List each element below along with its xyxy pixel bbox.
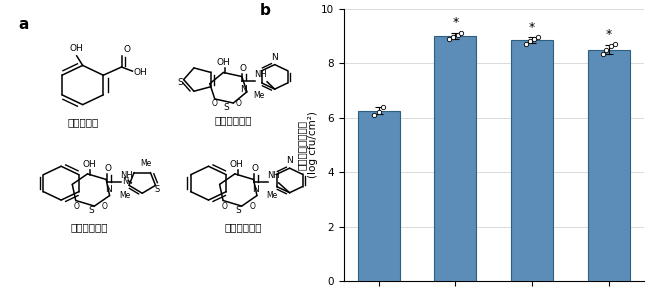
Point xyxy=(529,36,539,41)
Text: OH: OH xyxy=(134,68,148,77)
Text: O: O xyxy=(74,202,80,211)
Bar xyxy=(588,50,630,281)
Text: ピロキシカム: ピロキシカム xyxy=(224,222,262,232)
Text: *: * xyxy=(529,21,535,34)
Text: N: N xyxy=(286,156,293,165)
Text: メロキシカム: メロキシカム xyxy=(71,222,108,232)
Point xyxy=(444,37,454,41)
Point xyxy=(378,105,389,110)
Text: S: S xyxy=(177,78,183,87)
Text: O: O xyxy=(105,164,112,173)
Point xyxy=(533,35,543,40)
Point xyxy=(448,34,458,39)
Point xyxy=(521,41,531,46)
Bar xyxy=(358,111,400,281)
Text: OH: OH xyxy=(83,160,96,169)
Point xyxy=(374,109,384,114)
Text: *: * xyxy=(452,17,458,29)
Text: Me: Me xyxy=(254,91,265,100)
Text: O: O xyxy=(102,202,108,211)
Text: OH: OH xyxy=(216,58,230,67)
Text: Me: Me xyxy=(140,159,151,168)
Text: N: N xyxy=(240,85,246,94)
Point xyxy=(610,41,620,46)
Point xyxy=(452,32,463,37)
Text: S: S xyxy=(155,185,160,194)
Text: O: O xyxy=(222,202,227,211)
Point xyxy=(601,48,612,52)
Text: N: N xyxy=(252,186,259,195)
Point xyxy=(606,44,616,49)
Text: N: N xyxy=(271,53,278,62)
Text: O: O xyxy=(240,64,247,73)
Bar xyxy=(511,40,553,281)
Text: a: a xyxy=(18,17,29,32)
Text: OH: OH xyxy=(70,44,84,53)
Text: サリチル酸: サリチル酸 xyxy=(67,117,98,127)
Text: O: O xyxy=(236,99,242,108)
Text: NH: NH xyxy=(254,70,267,79)
Text: O: O xyxy=(249,202,255,211)
Point xyxy=(597,52,608,57)
Text: *: * xyxy=(606,28,612,41)
Text: O: O xyxy=(211,99,217,108)
Text: S: S xyxy=(235,206,241,215)
Y-axis label: 葉組織中の細菌量
(log cfu/cm²): 葉組織中の細菌量 (log cfu/cm²) xyxy=(296,112,318,178)
Text: S: S xyxy=(224,103,229,112)
Text: O: O xyxy=(252,164,259,173)
Point xyxy=(456,30,467,35)
Text: テノキシカム: テノキシカム xyxy=(214,115,252,125)
Text: Me: Me xyxy=(119,191,131,200)
Point xyxy=(369,113,379,117)
Text: OH: OH xyxy=(229,160,244,169)
Point xyxy=(525,38,535,43)
Text: O: O xyxy=(123,46,130,55)
Text: N: N xyxy=(105,186,112,195)
Text: NH: NH xyxy=(267,171,280,180)
Text: Me: Me xyxy=(266,191,278,200)
Text: b: b xyxy=(260,3,271,18)
Text: N: N xyxy=(122,177,129,186)
Text: S: S xyxy=(88,206,94,215)
Text: NH: NH xyxy=(120,171,133,180)
Bar xyxy=(434,36,476,281)
